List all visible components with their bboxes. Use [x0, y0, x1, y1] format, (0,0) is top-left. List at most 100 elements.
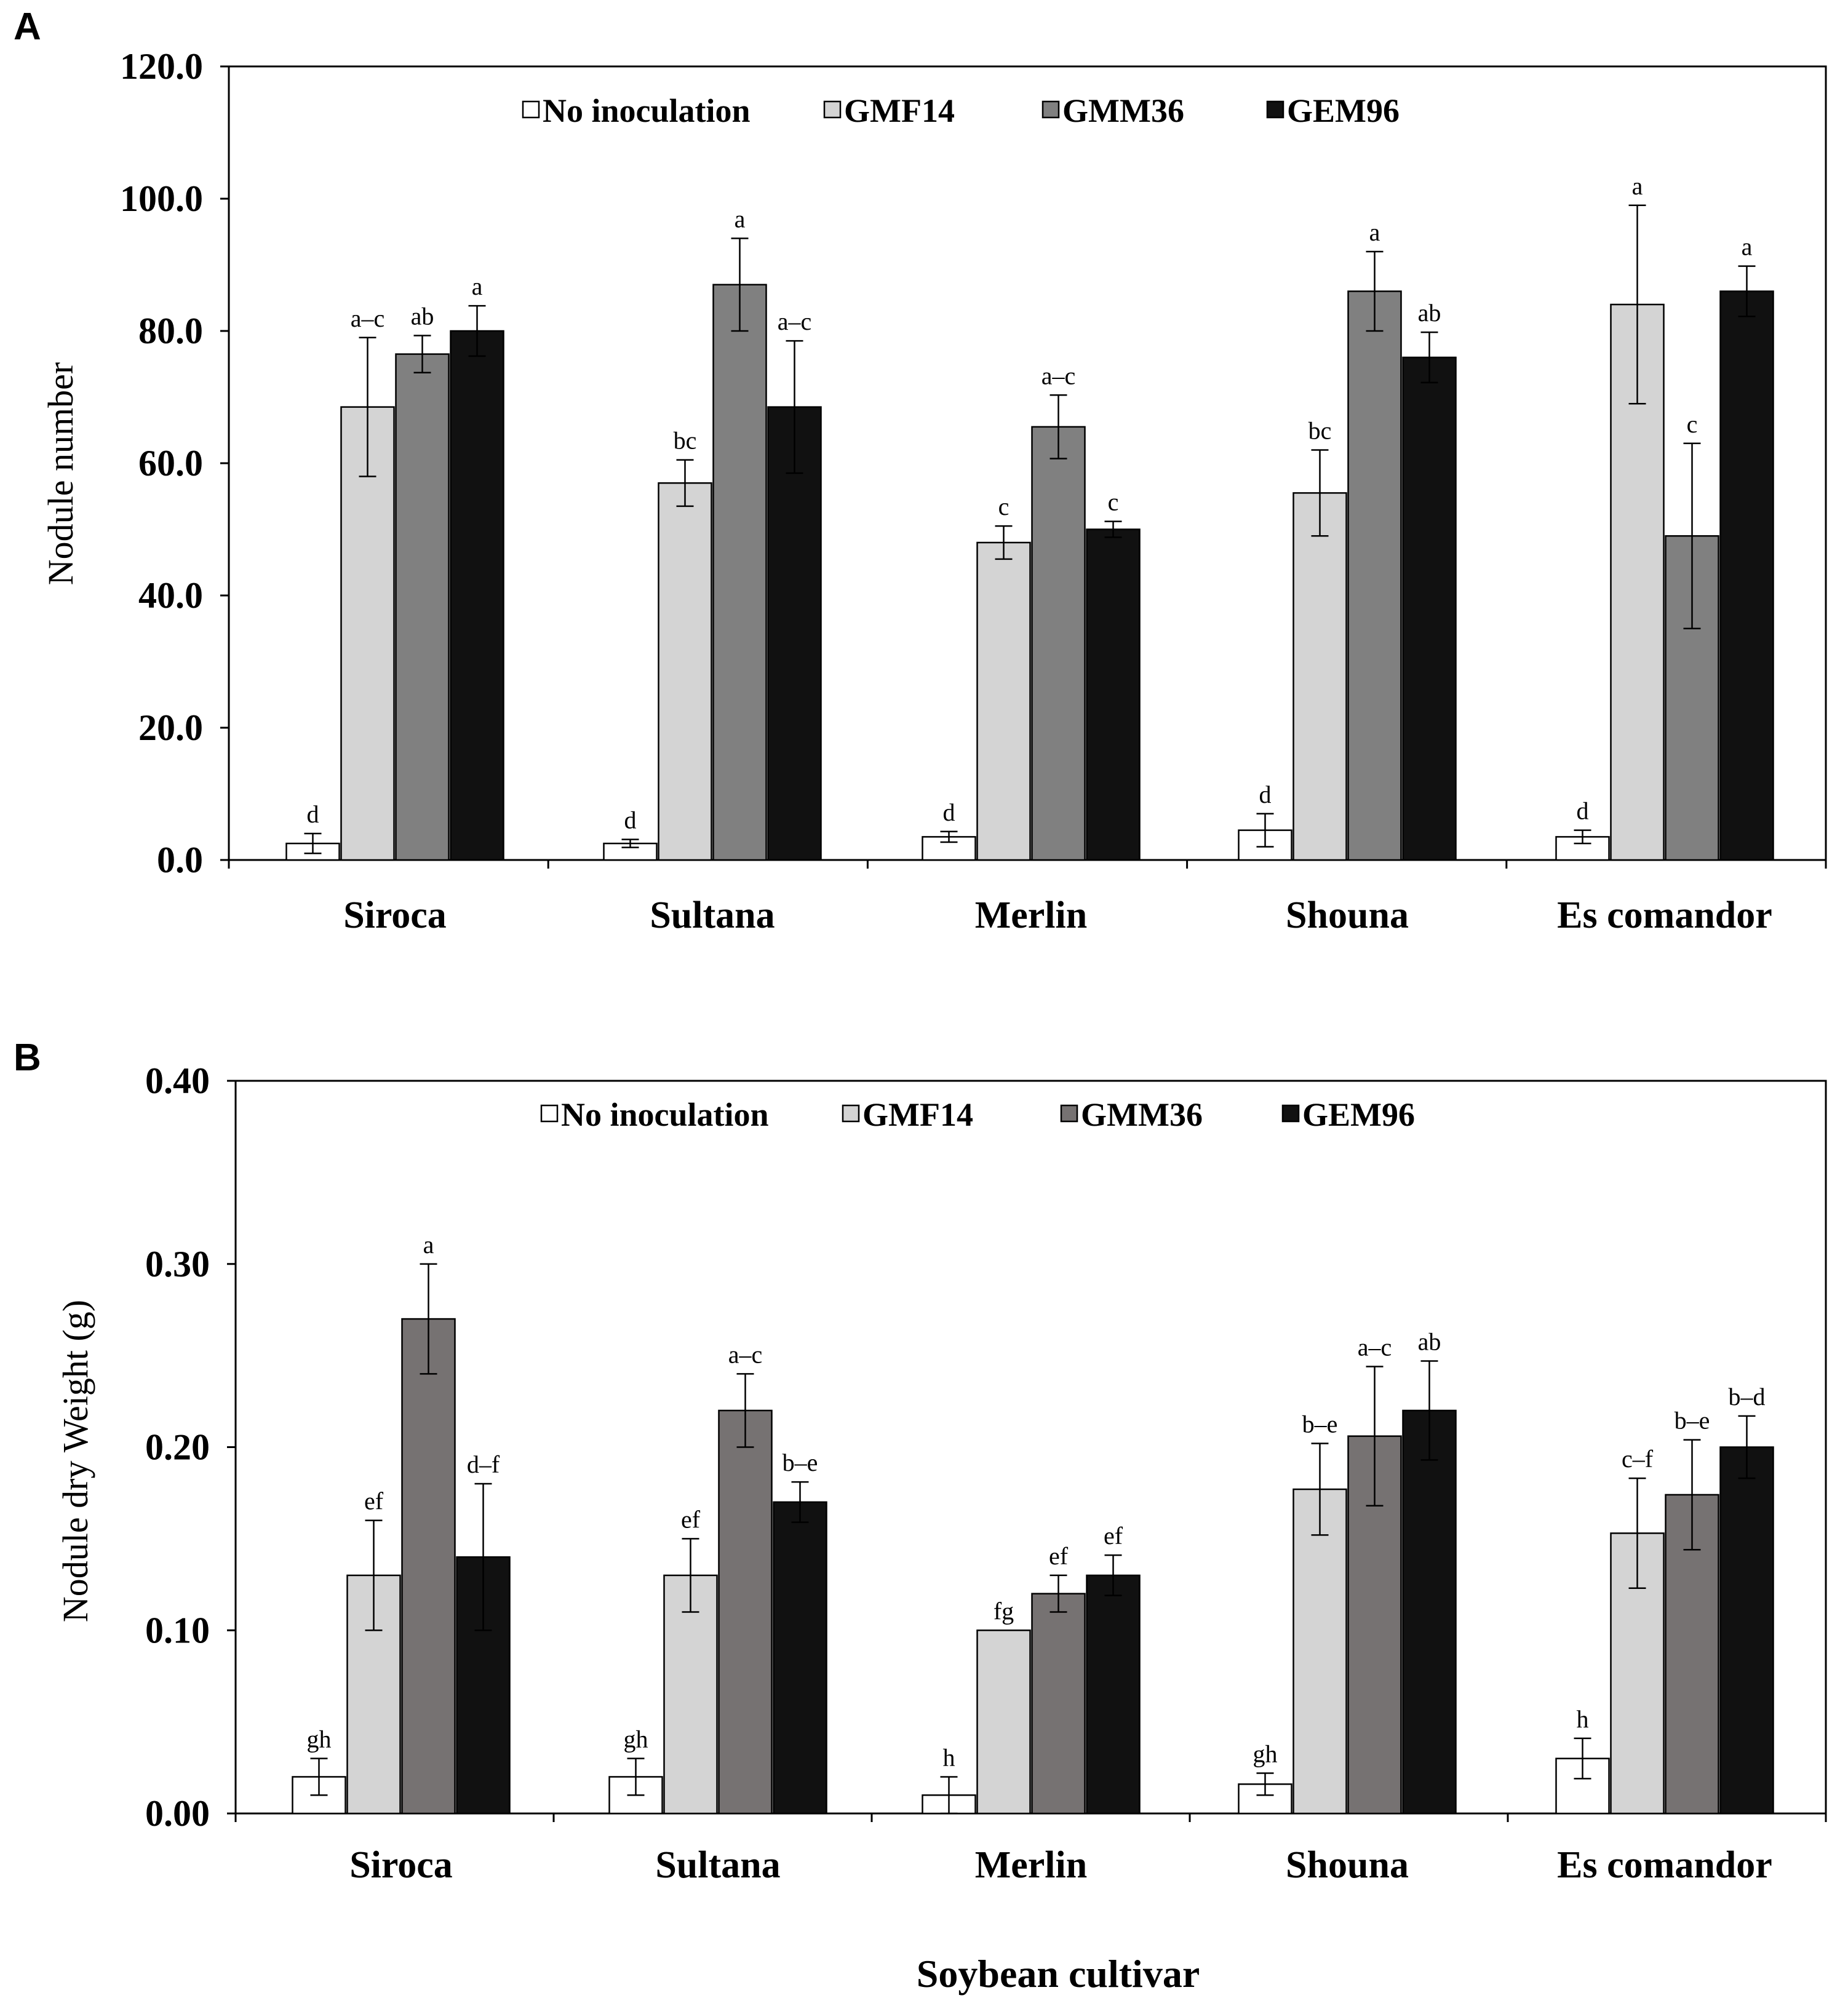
significance-label: c–f — [1622, 1445, 1654, 1473]
x-category-label: Shouna — [1286, 1844, 1409, 1886]
significance-label: a — [1369, 218, 1380, 246]
x-category-label: Sultana — [655, 1844, 780, 1886]
significance-label: b–e — [1675, 1407, 1710, 1435]
x-axis-title: Soybean cultivar — [917, 1952, 1200, 1996]
x-category-label: Shouna — [1286, 894, 1409, 936]
significance-label: d — [1259, 781, 1272, 808]
y-tick-label: 0.0 — [157, 840, 203, 880]
significance-label: gh — [1253, 1740, 1278, 1767]
bar — [346, 1574, 401, 1815]
legend-swatch — [823, 100, 842, 119]
significance-label: gh — [624, 1725, 648, 1753]
bar — [450, 330, 504, 861]
bar — [718, 1409, 773, 1815]
significance-label: ab — [411, 303, 434, 330]
legend-swatch — [842, 1104, 860, 1123]
significance-label: a — [1632, 172, 1643, 200]
significance-label: ef — [364, 1487, 384, 1515]
significance-label: ef — [1104, 1522, 1123, 1550]
bar — [1719, 290, 1774, 861]
significance-label: ef — [681, 1505, 701, 1533]
bar — [658, 482, 712, 861]
significance-label: a–c — [1041, 362, 1076, 389]
significance-label: a — [735, 205, 746, 233]
legend-label: GMF14 — [862, 1096, 973, 1133]
y-tick-label: 20.0 — [138, 707, 203, 748]
bar — [1086, 528, 1141, 861]
significance-label: c — [998, 493, 1010, 520]
legend-label: GMM36 — [1062, 92, 1184, 129]
y-tick-label: 100.0 — [120, 178, 203, 219]
bar — [1719, 1446, 1774, 1815]
legend-swatch — [1281, 1104, 1300, 1123]
panel-label-a: A — [14, 6, 41, 48]
x-category-label: Siroca — [343, 894, 447, 936]
legend-label: GMM36 — [1081, 1096, 1203, 1133]
significance-label: h — [1577, 1705, 1589, 1733]
bar — [1031, 426, 1086, 861]
significance-label: ef — [1049, 1542, 1069, 1570]
significance-label: a–c — [351, 304, 385, 332]
bar — [773, 1501, 827, 1815]
significance-label: a — [423, 1231, 434, 1259]
panel-a: A 0.0 20.0 40.0 60.0 80.0 100.0 120.0 Siroca Sul… — [14, 6, 1827, 936]
significance-label: fg — [994, 1597, 1014, 1625]
significance-label: a–c — [728, 1340, 763, 1368]
y-tick-label: 120.0 — [120, 46, 203, 87]
bar — [1292, 492, 1347, 861]
legend-swatch — [540, 1104, 559, 1123]
x-category-label: Merlin — [975, 1844, 1088, 1886]
y-tick-label: 60.0 — [138, 443, 203, 484]
legend-label: GEM96 — [1302, 1096, 1415, 1133]
significance-label: d–f — [467, 1451, 500, 1478]
bar — [712, 284, 767, 861]
significance-label: b–e — [1302, 1411, 1338, 1438]
y-tick-label: 0.20 — [145, 1427, 210, 1468]
panel-label-b: B — [14, 1037, 41, 1079]
significance-label: b–e — [783, 1449, 818, 1476]
x-category-label: Es comandor — [1557, 1844, 1772, 1886]
bar — [976, 1630, 1031, 1815]
significance-label: bc — [1308, 417, 1332, 445]
significance-label: ab — [1418, 1328, 1441, 1356]
legend-swatch — [1266, 100, 1284, 119]
significance-label: ab — [1418, 299, 1441, 327]
legend-swatch — [522, 100, 540, 119]
legend-label: GMF14 — [844, 92, 955, 129]
significance-label: c — [1108, 488, 1119, 516]
y-axis-title: Nodule number — [41, 362, 81, 585]
significance-label: gh — [307, 1725, 332, 1753]
y-tick-label: 40.0 — [138, 575, 203, 616]
significance-label: a–c — [1358, 1333, 1392, 1361]
bar — [340, 406, 395, 861]
legend-swatch — [1041, 100, 1060, 119]
significance-label: a — [1742, 233, 1753, 261]
bar — [1292, 1488, 1347, 1815]
x-category-label: Es comandor — [1557, 894, 1772, 936]
legend-label: GEM96 — [1287, 92, 1400, 129]
panel-b: B 0.00 0.10 0.20 0.30 0.40 Siroca Sultana Merli… — [14, 1037, 1827, 1886]
bar — [1402, 1409, 1457, 1815]
y-tick-label: 0.40 — [145, 1061, 210, 1101]
legend-label: No inoculation — [561, 1096, 769, 1133]
bar — [976, 541, 1031, 861]
x-category-label: Merlin — [975, 894, 1088, 936]
bar — [395, 353, 450, 861]
significance-label: b–d — [1729, 1383, 1766, 1411]
bar — [1086, 1574, 1141, 1815]
legend-label: No inoculation — [543, 92, 751, 129]
bar — [401, 1318, 456, 1815]
y-tick-label: 0.10 — [145, 1610, 210, 1650]
significance-label: d — [943, 798, 955, 826]
y-tick-label: 0.30 — [145, 1244, 210, 1284]
y-tick-label: 0.00 — [145, 1793, 210, 1834]
significance-label: a — [472, 273, 483, 300]
significance-label: a–c — [778, 308, 812, 335]
bar — [1031, 1593, 1086, 1815]
significance-label: bc — [674, 427, 697, 455]
significance-label: c — [1687, 410, 1698, 438]
bar — [767, 406, 822, 861]
y-axis-title: Nodule dry Weight (g) — [55, 1300, 95, 1622]
significance-label: d — [1577, 797, 1589, 825]
